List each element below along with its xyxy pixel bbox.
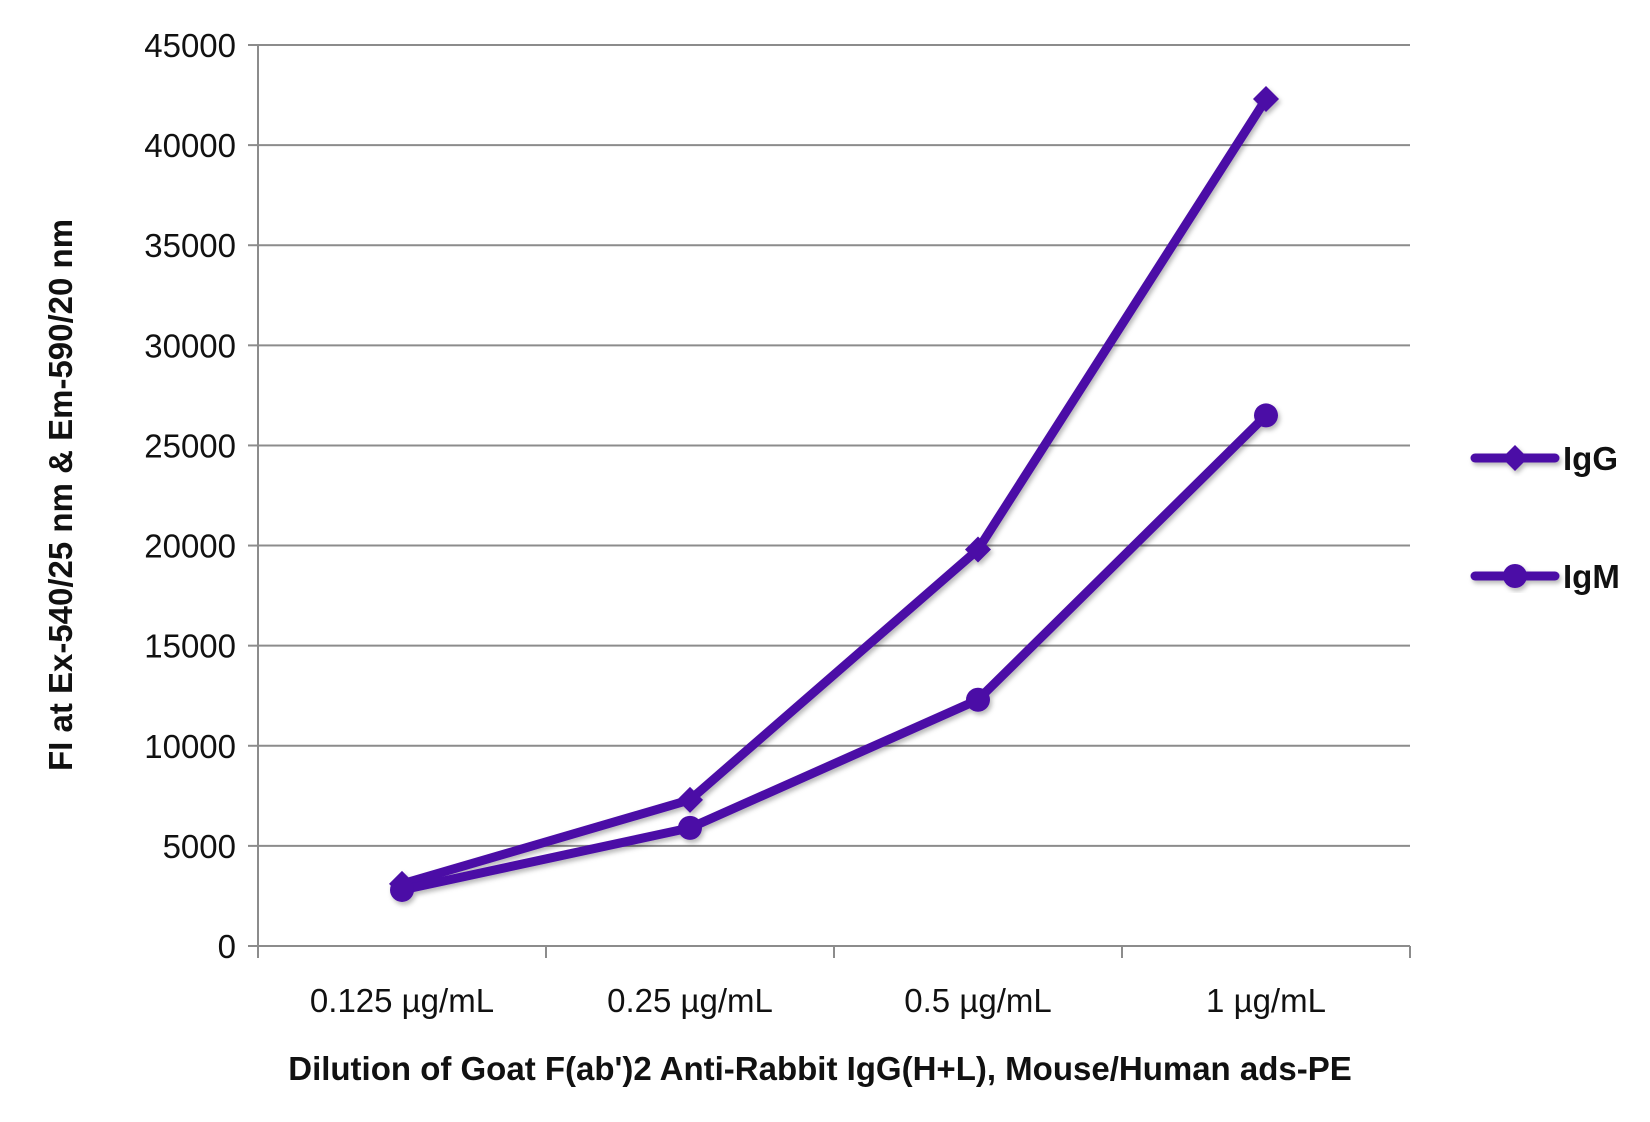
series-igg	[389, 86, 1279, 897]
x-axis-title: Dilution of Goat F(ab')2 Anti-Rabbit IgG…	[288, 1050, 1352, 1087]
data-point-igm	[966, 687, 990, 712]
x-tick-label: 0.125 µg/mL	[310, 982, 494, 1019]
series-igm	[390, 403, 1278, 902]
y-tick-label: 30000	[144, 327, 236, 364]
y-tick-label: 20000	[144, 528, 236, 565]
data-point-igg	[677, 786, 703, 813]
x-axis-ticks: 0.125 µg/mL 0.25 µg/mL 0.5 µg/mL 1 µg/mL	[257, 946, 1411, 1019]
gridlines	[258, 44, 1410, 847]
x-tick-label: 0.25 µg/mL	[607, 982, 773, 1019]
legend: IgG IgM	[1470, 440, 1620, 595]
legend-marker	[1502, 445, 1528, 471]
data-point-igg	[1253, 86, 1279, 113]
data-point-igm	[1254, 403, 1278, 428]
legend-item-igm	[1470, 564, 1560, 588]
data-point-igg	[965, 536, 991, 563]
legend-marker	[1503, 564, 1527, 588]
series-line-igg	[397, 94, 1271, 889]
y-tick-label: 10000	[144, 728, 236, 765]
x-tick-label: 1 µg/mL	[1206, 982, 1326, 1019]
y-tick-label: 5000	[163, 828, 236, 865]
y-tick-label: 35000	[144, 227, 236, 264]
y-tick-label: 40000	[144, 127, 236, 164]
y-tick-label: 0	[218, 928, 236, 965]
y-axis-title: FI at Ex-540/25 nm & Em-590/20 nm	[42, 219, 79, 771]
y-axis-ticks: 0 5000 10000 15000 20000 25000 30000 35000 40000…	[144, 27, 258, 965]
y-tick-label: 45000	[144, 27, 236, 64]
legend-label: IgG	[1563, 440, 1618, 477]
y-tick-label: 15000	[144, 628, 236, 665]
legend-label: IgM	[1563, 558, 1620, 595]
x-tick-label: 0.5 µg/mL	[904, 982, 1051, 1019]
series-line-igm	[397, 410, 1271, 895]
legend-item-igg	[1470, 445, 1560, 471]
series-layer	[389, 86, 1279, 902]
data-point-igm	[390, 877, 414, 902]
data-point-igm	[678, 815, 702, 840]
y-tick-label: 25000	[144, 427, 236, 464]
